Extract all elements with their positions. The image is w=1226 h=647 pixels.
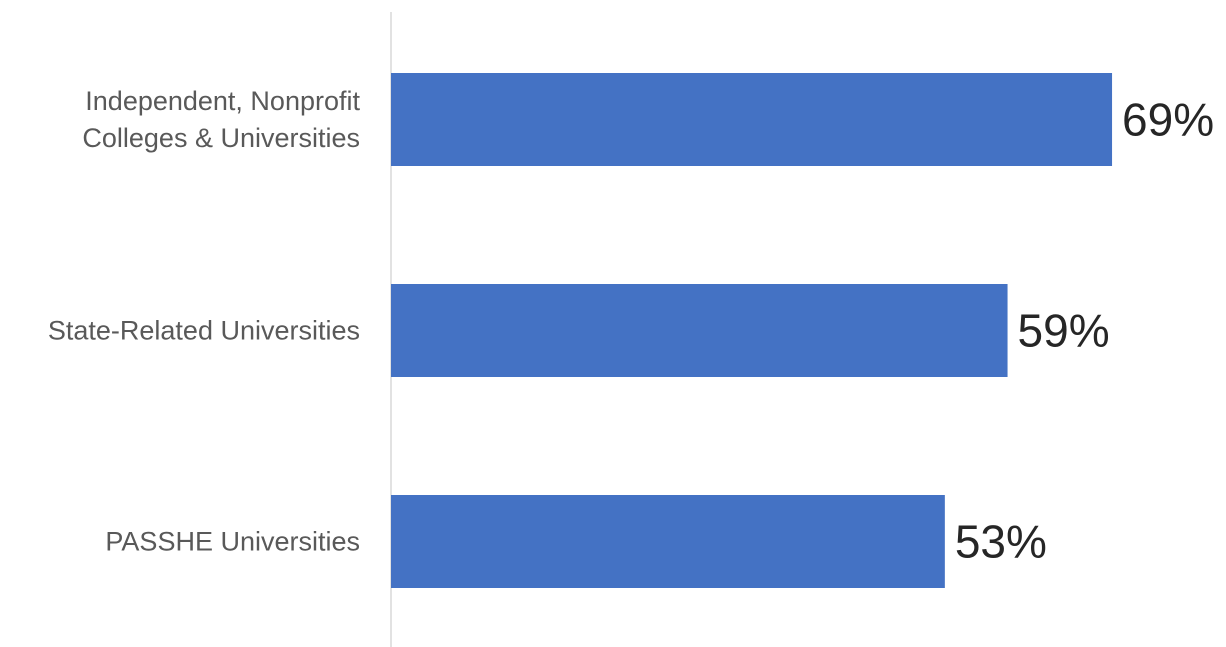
category-labels-group: Independent, Nonprofit Colleges & Univers…	[48, 86, 361, 557]
value-label-2: 53%	[955, 516, 1047, 568]
value-labels-group: 69% 59% 53%	[955, 94, 1214, 568]
bar-0	[391, 73, 1113, 166]
value-label-1: 59%	[1018, 305, 1110, 357]
category-label-0-line-1: Colleges & Universities	[82, 123, 360, 153]
category-label-2: PASSHE Universities	[105, 527, 360, 557]
category-label-2-line-0: PASSHE Universities	[105, 527, 360, 557]
category-label-1-line-0: State-Related Universities	[48, 316, 360, 346]
value-label-0: 69%	[1122, 94, 1214, 146]
bar-1	[391, 284, 1008, 377]
bar-2	[391, 495, 945, 588]
category-label-0: Independent, Nonprofit Colleges & Univers…	[82, 86, 360, 153]
category-label-0-line-0: Independent, Nonprofit	[85, 86, 360, 116]
category-label-1: State-Related Universities	[48, 316, 360, 346]
bars-group	[391, 73, 1113, 588]
